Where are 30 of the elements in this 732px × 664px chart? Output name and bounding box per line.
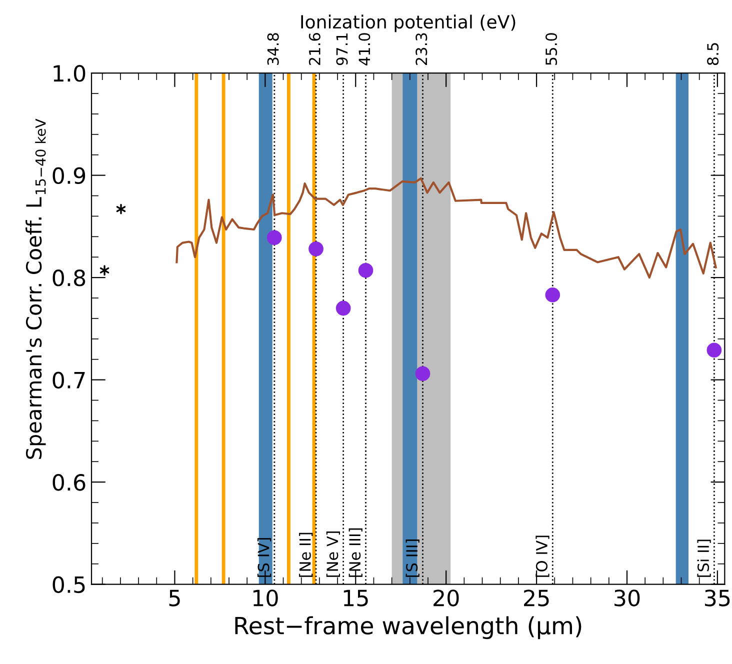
ref-line-label: [Ne III] xyxy=(348,528,362,577)
x2-axis-title: Ionization potential (eV) xyxy=(301,14,516,32)
x-tick-label: 5 xyxy=(169,590,180,606)
ref-line-label: [S IV] xyxy=(257,538,272,577)
x-tick-label: 25 xyxy=(524,590,549,606)
y-axis-title: Spearman's Corr. Coeff. L15−40 keV xyxy=(26,118,46,459)
x-tick-label: 30 xyxy=(614,590,640,606)
annotation: 97.1 xyxy=(336,33,348,66)
ref-line-label: [Ne II] xyxy=(299,532,313,577)
x-axis-title: Rest−frame wavelength (μm) xyxy=(235,616,582,640)
ref-line-label: [Si II] xyxy=(697,540,711,577)
x-tick-label: 20 xyxy=(434,590,459,606)
ref-line-label: [O IV] xyxy=(536,536,550,577)
y-tick-label: 0.6 xyxy=(52,474,86,491)
y-tick-label: 0.7 xyxy=(52,372,85,389)
ref-line-label: [S III] xyxy=(406,540,420,577)
annotation: 8.5 xyxy=(707,43,719,66)
x-tick-label: 35 xyxy=(705,590,730,606)
y-tick-label: 0.5 xyxy=(52,576,85,594)
annotation: 41.0 xyxy=(358,33,370,66)
y-tick-label: 0.9 xyxy=(52,167,86,184)
x-tick-label: 10 xyxy=(253,590,278,606)
annotation: 23.3 xyxy=(416,33,428,65)
annotation: 21.6 xyxy=(308,33,320,65)
ref-line-label: [Ne V] xyxy=(326,531,340,577)
x-tick-label: 15 xyxy=(344,590,368,606)
annotation: 55.0 xyxy=(546,33,558,65)
y-tick-label: 0.8 xyxy=(52,270,86,286)
y-tick-label: 1.0 xyxy=(54,64,86,82)
annotation: 34.8 xyxy=(267,33,279,65)
